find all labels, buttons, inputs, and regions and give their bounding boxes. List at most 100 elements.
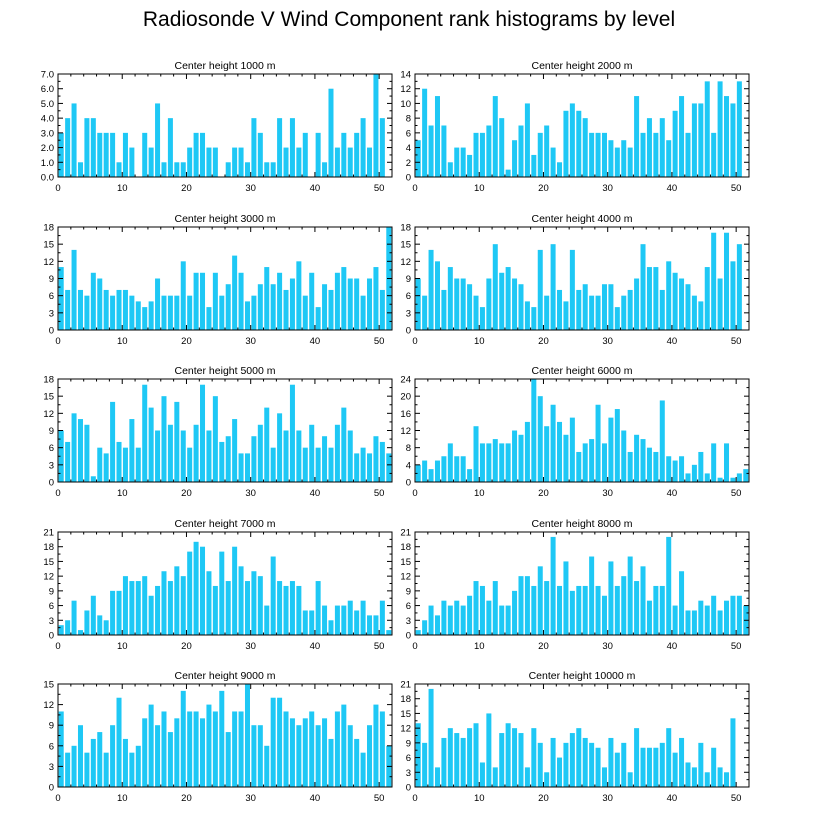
x-tick-label: 0 [55, 488, 60, 499]
bar [730, 261, 736, 330]
bar [646, 600, 652, 635]
bar [289, 718, 295, 787]
bar [277, 697, 283, 787]
bar [379, 600, 385, 635]
bar [672, 752, 678, 787]
bar [467, 154, 473, 177]
bar [653, 451, 659, 482]
bar [589, 556, 595, 635]
bar [322, 162, 328, 177]
bar [666, 261, 672, 330]
bar [479, 443, 485, 483]
bar [704, 605, 710, 635]
bar [135, 581, 141, 635]
bar [302, 447, 308, 482]
bar [736, 244, 742, 330]
bar [212, 272, 218, 330]
x-tick-label: 10 [474, 793, 485, 804]
bar [653, 267, 659, 330]
bar [322, 718, 328, 787]
bar [666, 456, 672, 482]
bar [717, 278, 723, 330]
figure-title: Radiosonde V Wind Component rank histogr… [142, 8, 676, 31]
bar [232, 546, 238, 635]
x-tick-label: 0 [412, 183, 417, 194]
bar [730, 595, 736, 635]
bar [467, 728, 473, 787]
bar [232, 419, 238, 482]
bar [367, 725, 373, 787]
bar [512, 590, 518, 635]
bar [296, 725, 302, 787]
bar [557, 289, 563, 330]
bar [244, 581, 250, 635]
bar [441, 737, 447, 787]
y-tick-label: 18 [43, 223, 54, 234]
y-tick-label: 2.0 [41, 143, 54, 154]
bar [659, 118, 665, 177]
bar [71, 413, 77, 482]
bar [212, 147, 218, 177]
bar [58, 711, 64, 787]
y-tick-label: 0 [406, 478, 411, 489]
bar [296, 147, 302, 177]
bar [717, 477, 723, 482]
x-tick-label: 20 [181, 488, 192, 499]
bar [434, 460, 440, 482]
bar [302, 610, 308, 635]
y-tick-label: 9 [406, 274, 411, 285]
bar [557, 162, 563, 177]
x-tick-label: 50 [731, 641, 742, 652]
bar [563, 301, 569, 330]
y-tick-label: 21 [43, 528, 54, 539]
y-tick-label: 0 [49, 478, 54, 489]
bar [289, 118, 295, 177]
x-tick-label: 10 [474, 336, 485, 347]
bar [135, 447, 141, 482]
bar [206, 571, 212, 635]
bar [711, 443, 717, 483]
bar [200, 718, 206, 787]
bar [730, 477, 736, 482]
y-tick-label: 18 [400, 694, 411, 705]
bar [415, 464, 421, 482]
panel-6: Center height 6000 m 0 4 8 12 16 20 24 0 10 20 30 40… [400, 365, 750, 499]
bar [84, 610, 90, 635]
bar [148, 407, 154, 482]
bar [257, 132, 263, 177]
x-tick-label: 30 [245, 793, 256, 804]
bar [582, 737, 588, 787]
bar [537, 132, 543, 177]
y-tick-label: 4 [406, 143, 411, 154]
x-tick-label: 0 [55, 336, 60, 347]
bar [724, 600, 730, 635]
x-tick-label: 40 [310, 793, 321, 804]
bar [225, 732, 231, 787]
x-tick-label: 30 [245, 488, 256, 499]
bar [341, 132, 347, 177]
bar [646, 118, 652, 177]
bar [640, 439, 646, 482]
bar [289, 384, 295, 482]
x-tick-label: 40 [310, 641, 321, 652]
bar [103, 620, 109, 635]
y-tick-label: 15 [400, 709, 411, 720]
bar [601, 595, 607, 635]
bar [84, 118, 90, 177]
bar [640, 244, 646, 330]
bar [367, 615, 373, 635]
y-tick-label: 16 [400, 409, 411, 420]
bar [334, 272, 340, 330]
x-tick-label: 20 [181, 336, 192, 347]
bar [473, 295, 479, 330]
bar [679, 737, 685, 787]
bar [103, 453, 109, 482]
bar [135, 301, 141, 330]
bar [550, 737, 556, 787]
bar [277, 272, 283, 330]
x-tick-label: 50 [731, 793, 742, 804]
bar [200, 272, 206, 330]
y-tick-label: 8 [406, 443, 411, 454]
bar [698, 103, 704, 177]
